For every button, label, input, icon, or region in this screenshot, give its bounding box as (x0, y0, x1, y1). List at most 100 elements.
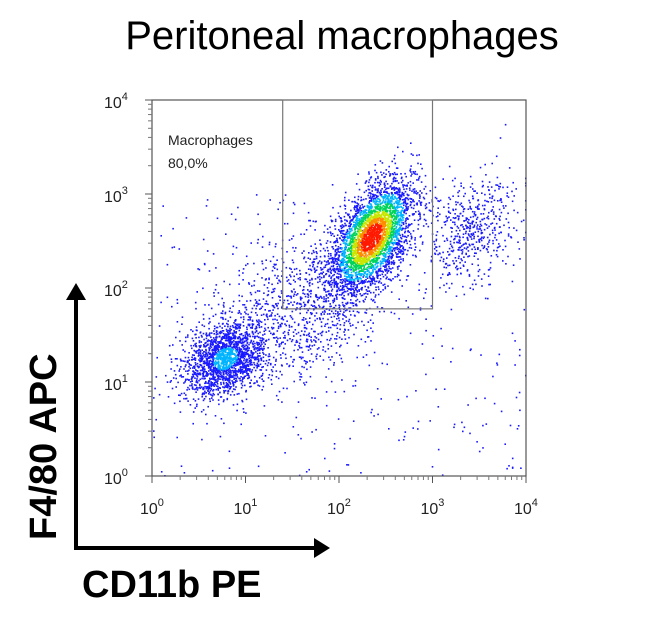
event-point (311, 261, 314, 264)
event-point (216, 326, 219, 329)
event-point (371, 314, 373, 316)
event-point (327, 260, 329, 262)
event-point (223, 332, 225, 335)
event-point (505, 263, 507, 265)
event-point (315, 428, 317, 431)
event-point (430, 222, 433, 224)
event-point (361, 282, 364, 285)
event-point (385, 173, 387, 176)
event-point (374, 202, 376, 205)
event-point (398, 214, 400, 216)
event-point (454, 217, 456, 220)
event-point (349, 274, 351, 276)
event-point (413, 172, 415, 175)
event-point (407, 306, 410, 309)
event-point (292, 358, 295, 361)
event-point (204, 368, 206, 370)
event-point (481, 192, 483, 194)
event-point (249, 362, 251, 364)
event-point (245, 390, 247, 393)
event-point (409, 233, 412, 235)
event-point (339, 273, 342, 276)
event-point (403, 194, 405, 197)
event-point (358, 265, 361, 267)
event-point (200, 386, 203, 388)
event-point (308, 252, 310, 254)
event-point (267, 377, 270, 379)
event-point (403, 188, 405, 191)
event-point (498, 232, 500, 235)
event-point (396, 223, 399, 225)
event-point (236, 374, 238, 377)
event-point (356, 290, 358, 292)
event-point (353, 280, 356, 282)
event-point (251, 307, 254, 310)
event-point (398, 227, 401, 229)
event-point (392, 248, 395, 250)
event-point (283, 347, 285, 350)
event-point (346, 287, 349, 290)
event-point (217, 389, 220, 391)
event-point (514, 340, 516, 342)
event-point (389, 240, 392, 242)
event-point (277, 337, 279, 340)
event-point (341, 296, 344, 299)
event-point (242, 372, 244, 375)
event-point (459, 267, 462, 269)
event-point (355, 225, 358, 228)
event-point (336, 289, 338, 292)
event-point (416, 173, 418, 176)
event-point (402, 179, 404, 182)
event-point (388, 255, 391, 257)
event-point (345, 320, 348, 322)
event-point (374, 207, 377, 210)
event-point (489, 197, 491, 199)
event-point (374, 301, 376, 304)
event-point (287, 279, 290, 281)
event-point (243, 337, 246, 339)
event-point (328, 330, 330, 332)
event-point (312, 249, 315, 252)
event-point (182, 349, 184, 351)
event-point (382, 254, 385, 257)
event-point (227, 339, 229, 342)
event-point (360, 274, 362, 276)
event-point (381, 212, 384, 214)
event-point (340, 235, 343, 237)
event-point (227, 384, 230, 386)
event-point (395, 215, 397, 218)
event-point (263, 341, 265, 344)
event-point (246, 372, 248, 375)
event-point (376, 196, 378, 199)
event-point (459, 261, 461, 264)
event-point (343, 315, 346, 317)
event-point (248, 282, 250, 284)
event-point (201, 358, 204, 361)
event-point (399, 228, 401, 231)
event-point (240, 423, 242, 426)
event-point (244, 365, 247, 368)
event-point (246, 263, 249, 265)
event-point (233, 337, 236, 340)
event-point (427, 225, 430, 228)
event-point (388, 195, 390, 197)
event-point (241, 342, 244, 344)
event-point (469, 186, 472, 188)
event-point (350, 209, 352, 212)
event-point (374, 186, 376, 188)
event-point (346, 243, 348, 245)
event-point (488, 181, 491, 183)
event-point (354, 226, 356, 228)
event-point (349, 437, 351, 440)
event-point (349, 234, 351, 237)
event-point (487, 186, 489, 188)
event-point (310, 269, 313, 272)
event-point (201, 357, 203, 359)
event-point (247, 373, 250, 375)
event-point (355, 214, 358, 217)
event-point (208, 385, 210, 387)
event-point (400, 213, 402, 215)
event-point (388, 428, 390, 430)
event-point (334, 338, 336, 340)
event-point (238, 300, 241, 302)
